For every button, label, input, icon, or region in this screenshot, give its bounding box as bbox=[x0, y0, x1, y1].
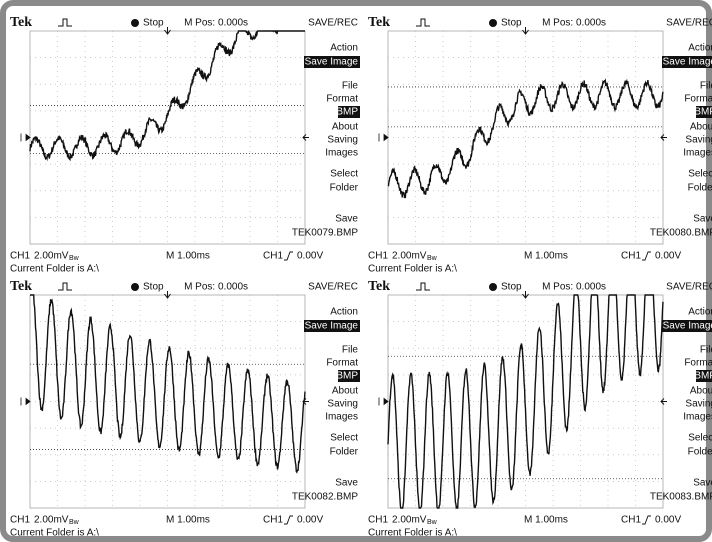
menu-item[interactable]: File bbox=[342, 345, 359, 356]
channel: CH1 bbox=[368, 251, 388, 262]
menu-title: SAVE/REC bbox=[666, 282, 712, 293]
trigger-level-text: 0.00V bbox=[655, 251, 681, 262]
stop-dot bbox=[489, 19, 497, 27]
menu-item[interactable]: About bbox=[690, 386, 712, 397]
menu-item[interactable]: Save Image bbox=[305, 321, 359, 332]
menu-item[interactable]: Save Image bbox=[663, 321, 712, 332]
timebase: M 1.00ms bbox=[166, 515, 210, 526]
menu-item[interactable]: Select bbox=[330, 169, 358, 180]
menu-item[interactable]: Folder bbox=[688, 447, 712, 458]
menu-item[interactable]: Action bbox=[688, 307, 712, 318]
menu-item[interactable]: Saving bbox=[327, 135, 358, 146]
menu-item[interactable]: BMP bbox=[694, 107, 712, 118]
folder: Current Folder is A:\ bbox=[368, 528, 457, 539]
brand: Tek bbox=[10, 15, 32, 30]
menu-title: SAVE/REC bbox=[308, 282, 358, 293]
stop-dot bbox=[131, 283, 139, 291]
menu-item[interactable]: Save bbox=[335, 214, 358, 225]
status: Stop bbox=[143, 282, 164, 293]
menu-item[interactable]: Select bbox=[688, 433, 712, 444]
menu-item[interactable]: Save Image bbox=[663, 57, 712, 68]
timebase: M 1.00ms bbox=[166, 251, 210, 262]
menu-item[interactable]: Format bbox=[326, 358, 358, 369]
menu-item[interactable]: Save bbox=[335, 478, 358, 489]
menu-item[interactable]: File bbox=[342, 81, 359, 92]
bandwidth: Bw bbox=[427, 255, 438, 262]
menu-item[interactable]: Images bbox=[325, 412, 358, 423]
menu-item[interactable]: BMP bbox=[694, 371, 712, 382]
menu-item[interactable]: About bbox=[690, 122, 712, 133]
menu-item[interactable]: Save bbox=[693, 214, 712, 225]
stop-dot bbox=[489, 283, 497, 291]
stop-dot bbox=[131, 19, 139, 27]
trigger-level-text: 0.00V bbox=[297, 251, 323, 262]
status: Stop bbox=[143, 18, 164, 29]
status: Stop bbox=[501, 18, 522, 29]
menu-item[interactable]: Saving bbox=[685, 135, 712, 146]
menu-item[interactable]: Folder bbox=[330, 447, 359, 458]
menu-item[interactable]: Format bbox=[684, 94, 712, 105]
trigger-source: CH1 bbox=[621, 251, 641, 262]
brand: Tek bbox=[10, 279, 32, 294]
menu-item[interactable]: TEK0079.BMP bbox=[292, 228, 358, 239]
menu-item[interactable]: TEK0080.BMP bbox=[650, 228, 712, 239]
bandwidth: Bw bbox=[69, 255, 80, 262]
timebase: M 1.00ms bbox=[524, 251, 568, 262]
menu-item[interactable]: Saving bbox=[327, 399, 358, 410]
menu-item[interactable]: Select bbox=[330, 433, 358, 444]
scale: 2.00mV bbox=[392, 251, 427, 262]
menu-item[interactable]: TEK0082.BMP bbox=[292, 492, 358, 503]
menu-item[interactable]: Action bbox=[330, 43, 358, 54]
menu-item[interactable]: Images bbox=[683, 148, 712, 159]
brand: Tek bbox=[368, 279, 390, 294]
status: Stop bbox=[501, 282, 522, 293]
trigger-source: CH1 bbox=[263, 515, 283, 526]
folder: Current Folder is A:\ bbox=[10, 264, 99, 275]
timebase: M 1.00ms bbox=[524, 515, 568, 526]
trigger-source: CH1 bbox=[263, 251, 283, 262]
trigger-source: CH1 bbox=[621, 515, 641, 526]
menu-item[interactable]: File bbox=[700, 81, 712, 92]
trigger-level-text: 0.00V bbox=[655, 515, 681, 526]
bandwidth: Bw bbox=[69, 519, 80, 526]
menu-item[interactable]: Select bbox=[688, 169, 712, 180]
menu-item[interactable]: BMP bbox=[336, 371, 358, 382]
trigger-level-text: 0.00V bbox=[297, 515, 323, 526]
folder: Current Folder is A:\ bbox=[10, 528, 99, 539]
screenshot: Tek Stop M Pos: 0.000s SAVE/REC Action Save I… bbox=[0, 0, 712, 542]
page: {"panels": [ {"brand": "Tek", "status": … bbox=[0, 0, 712, 542]
scale: 2.00mV bbox=[34, 251, 69, 262]
menu-item[interactable]: Action bbox=[330, 307, 358, 318]
menu-item[interactable]: Folder bbox=[330, 183, 359, 194]
menu-item[interactable]: Format bbox=[326, 94, 358, 105]
m-pos: M Pos: 0.000s bbox=[184, 18, 248, 29]
folder: Current Folder is A:\ bbox=[368, 264, 457, 275]
menu-title: SAVE/REC bbox=[308, 18, 358, 29]
scale: 2.00mV bbox=[34, 515, 69, 526]
m-pos: M Pos: 0.000s bbox=[542, 282, 606, 293]
menu-item[interactable]: Saving bbox=[685, 399, 712, 410]
menu-item[interactable]: BMP bbox=[336, 107, 358, 118]
menu-item[interactable]: Save bbox=[693, 478, 712, 489]
menu-item[interactable]: Action bbox=[688, 43, 712, 54]
menu-title: SAVE/REC bbox=[666, 18, 712, 29]
menu-item[interactable]: About bbox=[332, 122, 358, 133]
channel: CH1 bbox=[368, 515, 388, 526]
menu-item[interactable]: Format bbox=[684, 358, 712, 369]
m-pos: M Pos: 0.000s bbox=[184, 282, 248, 293]
menu-item[interactable]: TEK0083.BMP bbox=[650, 492, 712, 503]
menu-item[interactable]: About bbox=[332, 386, 358, 397]
menu-item[interactable]: File bbox=[700, 345, 712, 356]
menu-item[interactable]: Folder bbox=[688, 183, 712, 194]
channel: CH1 bbox=[10, 515, 30, 526]
brand: Tek bbox=[368, 15, 390, 30]
menu-item[interactable]: Images bbox=[325, 148, 358, 159]
channel: CH1 bbox=[10, 251, 30, 262]
menu-item[interactable]: Save Image bbox=[305, 57, 359, 68]
scale: 2.00mV bbox=[392, 515, 427, 526]
menu-item[interactable]: Images bbox=[683, 412, 712, 423]
bandwidth: Bw bbox=[427, 519, 438, 526]
m-pos: M Pos: 0.000s bbox=[542, 18, 606, 29]
